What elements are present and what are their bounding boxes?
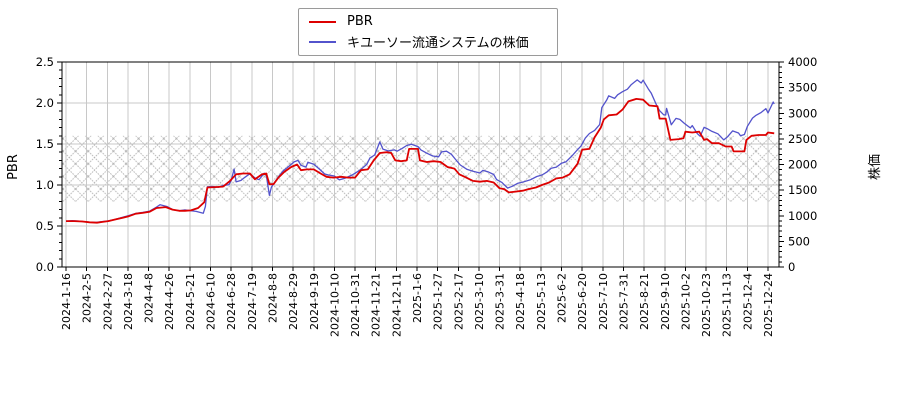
x-tick-label: 2025-12-4: [741, 273, 754, 330]
y-left-tick-label: 2.5: [36, 55, 54, 69]
legend-label-pbr: PBR: [347, 14, 373, 29]
legend-label-stock-price: キユーソー流通システムの株価: [347, 36, 529, 51]
x-tick-label: 2025-5-13: [535, 273, 548, 330]
x-tick-labels: 2024-1-16 2024-2-5 2024-2-27 2024-3-18 2024-…: [60, 273, 775, 337]
y-right-tick-label: 2500: [788, 132, 817, 146]
x-tick-label: 2025-1-6: [411, 273, 424, 323]
x-tick-label: 2024-4-26: [163, 273, 176, 330]
pbr-line: [66, 98, 775, 224]
plot-area: 2024-1-16 2024-2-5 2024-2-27 2024-3-18 2024-…: [36, 55, 818, 337]
x-tick-label: 2025-9-10: [659, 273, 672, 330]
x-tick-label: 2025-8-21: [638, 273, 651, 330]
y-right-tick-label: 3000: [788, 106, 817, 120]
x-tick-label: 2025-10-23: [700, 273, 713, 337]
axis-ticks: [57, 61, 784, 271]
series: [65, 79, 775, 224]
y-right-tick-label: 3500: [788, 81, 817, 95]
x-tick-label: 2024-8-8: [266, 273, 279, 323]
x-tick-label: 2024-8-29: [287, 273, 300, 330]
gridlines: [62, 62, 779, 267]
x-tick-label: 2024-12-11: [390, 273, 403, 337]
x-tick-label: 2024-5-21: [184, 273, 197, 330]
y-left-axis-title: PBR: [6, 154, 21, 180]
x-tick-label: 2025-2-17: [452, 273, 465, 330]
x-tick-label: 2025-6-2: [556, 273, 569, 323]
y-right-axis-title: 株価: [868, 154, 883, 180]
x-tick-label: 2024-6-10: [205, 273, 218, 330]
y-right-tick-label: 1000: [788, 209, 817, 223]
x-tick-label: 2024-9-19: [308, 273, 321, 330]
x-tick-label: 2025-7-10: [597, 273, 610, 330]
y-left-tick-label: 0.0: [36, 260, 54, 274]
x-tick-label: 2024-3-18: [122, 273, 135, 330]
x-tick-label: 2025-3-10: [473, 273, 486, 330]
legend-line-swatch-pbr: [309, 20, 336, 23]
x-tick-label: 2024-10-31: [349, 273, 362, 337]
x-tick-label: 2024-4-8: [143, 273, 156, 323]
x-tick-label: 2024-10-10: [328, 273, 341, 337]
y-left-tick-label: 1.0: [36, 178, 54, 192]
x-tick-label: 2025-4-18: [514, 273, 527, 330]
x-tick-label: 2024-6-28: [225, 273, 238, 330]
x-tick-label: 2025-7-31: [617, 273, 630, 330]
x-tick-label: 2025-12-24: [762, 273, 775, 337]
y-right-tick-labels: 0 500 1000 1500 2000 2500 3000 3500 4000: [788, 55, 817, 274]
y-right-tick-label: 500: [788, 234, 810, 248]
pbr-band: [62, 135, 779, 202]
x-tick-label: 2024-11-21: [370, 273, 383, 337]
y-right-tick-label: 1500: [788, 183, 817, 197]
x-tick-label: 2025-6-20: [576, 273, 589, 330]
x-tick-label: 2024-2-27: [101, 273, 114, 330]
x-tick-label: 2025-11-13: [721, 273, 734, 337]
x-tick-label: 2025-1-27: [432, 273, 445, 330]
legend-line-swatch-stock-price: [309, 40, 336, 43]
x-tick-label: 2024-1-16: [60, 273, 73, 330]
y-right-tick-label: 4000: [788, 55, 817, 69]
y-left-tick-label: 1.5: [36, 137, 54, 151]
x-tick-label: 2025-3-31: [494, 273, 507, 330]
y-left-tick-label: 0.5: [36, 219, 54, 233]
legend-item-stock-price: キユーソー流通システムの株価: [309, 33, 547, 51]
x-tick-label: 2025-10-2: [679, 273, 692, 330]
legend: PBR キユーソー流通システムの株価: [298, 8, 558, 56]
y-right-tick-label: 2000: [788, 158, 817, 172]
y-left-tick-labels: 0.0 0.5 1.0 1.5 2.0 2.5: [36, 55, 54, 274]
x-tick-label: 2024-7-19: [246, 273, 259, 330]
legend-item-pbr: PBR: [309, 13, 547, 30]
y-right-tick-label: 0: [788, 260, 795, 274]
x-tick-label: 2024-2-5: [81, 273, 94, 323]
y-left-tick-label: 2.0: [36, 96, 54, 110]
